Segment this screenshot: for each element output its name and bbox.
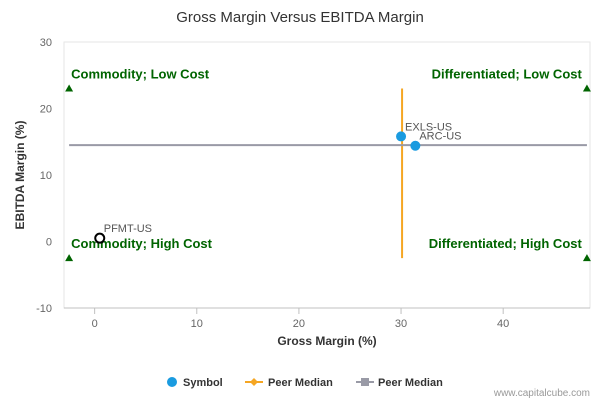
chart-title: Gross Margin Versus EBITDA Margin: [176, 9, 424, 26]
y-tick-label: -10: [36, 303, 52, 315]
quadrant-marker: [65, 254, 74, 262]
data-point-label: EXLS-US: [405, 121, 452, 133]
x-tick-label: 40: [497, 318, 509, 330]
legend-square-icon: [361, 378, 369, 386]
x-tick-label: 0: [92, 318, 98, 330]
quadrant-marker: [65, 84, 74, 92]
y-axis: -10 0 10 20 30: [36, 37, 52, 315]
quadrant-marker: [582, 254, 591, 262]
y-axis-title: EBITDA Margin (%): [13, 121, 27, 230]
legend[interactable]: Symbol Peer Median Peer Median: [167, 377, 443, 389]
y-tick-label: 20: [40, 104, 52, 116]
x-axis: 0 10 20 30 40: [92, 308, 509, 330]
data-point[interactable]: [410, 140, 421, 151]
legend-label[interactable]: Peer Median: [268, 377, 333, 389]
data-point-label: PFMT-US: [104, 223, 152, 235]
data-point[interactable]: [396, 131, 407, 142]
y-tick-label: 0: [46, 237, 52, 249]
legend-diamond-icon: [250, 378, 258, 386]
plot-area: [63, 41, 591, 309]
quadrant-label-bottom-left: Commodity; High Cost: [71, 236, 212, 251]
x-tick-label: 30: [395, 318, 407, 330]
legend-label[interactable]: Symbol: [183, 377, 223, 389]
data-point[interactable]: [94, 232, 106, 244]
legend-label[interactable]: Peer Median: [378, 377, 443, 389]
x-tick-label: 20: [293, 318, 305, 330]
quadrant-label-top-right: Differentiated; Low Cost: [432, 67, 583, 82]
quadrant-label-bottom-right: Differentiated; High Cost: [429, 236, 583, 251]
y-tick-label: 30: [40, 37, 52, 49]
quadrant-label-top-left: Commodity; Low Cost: [71, 67, 210, 82]
credit-text: www.capitalcube.com: [493, 388, 590, 399]
legend-symbol-icon: [167, 377, 177, 387]
quadrant-marker: [582, 84, 591, 92]
x-axis-title: Gross Margin (%): [277, 334, 376, 348]
quadrant-markers: [65, 84, 591, 262]
data-point-label: ARC-US: [419, 131, 461, 143]
y-tick-label: 10: [40, 170, 52, 182]
x-tick-label: 10: [191, 318, 203, 330]
